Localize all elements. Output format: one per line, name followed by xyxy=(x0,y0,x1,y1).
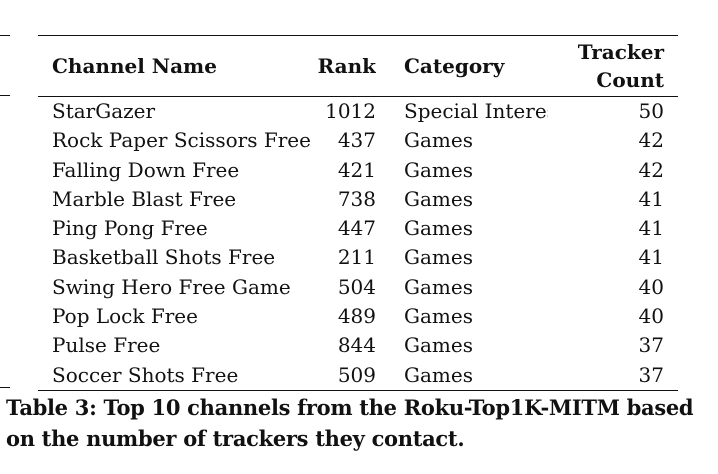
table-row: Soccer Shots Free 509 Games 37 xyxy=(38,361,678,391)
cell-channel-name: Falling Down Free xyxy=(52,157,240,182)
left-margin-rule-bottom xyxy=(0,387,10,388)
table-caption: Table 3: Top 10 channels from the Roku-T… xyxy=(6,395,694,451)
cell-channel-name: Ping Pong Free xyxy=(52,216,208,241)
cell-category: Games xyxy=(404,362,473,387)
table-row: Ping Pong Free 447 Games 41 xyxy=(38,214,678,243)
cell-category: Special Interest xyxy=(404,99,548,123)
cell-rank: 489 xyxy=(337,304,376,329)
cell-category: Games xyxy=(404,216,473,241)
cell-category: Games xyxy=(404,333,473,358)
table-row: Marble Blast Free 738 Games 41 xyxy=(38,185,678,214)
tracker-table-container: Channel Name Rank Category Tracker Count… xyxy=(38,35,678,391)
table-row: Falling Down Free 421 Games 42 xyxy=(38,156,678,185)
cell-rank: 844 xyxy=(337,333,376,358)
tracker-table: Channel Name Rank Category Tracker Count… xyxy=(38,35,678,391)
table-header-row: Channel Name Rank Category Tracker Count xyxy=(38,35,678,97)
cell-category: Games xyxy=(404,186,473,211)
table-row: Basketball Shots Free 211 Games 41 xyxy=(38,243,678,272)
cell-channel-name: Basketball Shots Free xyxy=(52,245,276,270)
cell-channel-name: Soccer Shots Free xyxy=(52,362,239,387)
cell-category: Games xyxy=(404,304,473,329)
cell-rank: 447 xyxy=(337,216,376,241)
table-row: Rock Paper Scissors Free 437 Games 42 xyxy=(38,126,678,155)
cell-category: Games xyxy=(404,128,473,153)
table-row: Pop Lock Free 489 Games 40 xyxy=(38,302,678,331)
left-margin-rule-top xyxy=(0,35,10,36)
cell-rank: 421 xyxy=(337,157,376,182)
cell-tracker-count: 41 xyxy=(638,216,664,241)
cell-channel-name: Marble Blast Free xyxy=(52,186,237,211)
cell-tracker-count: 41 xyxy=(638,186,664,211)
table-row: Pulse Free 844 Games 37 xyxy=(38,331,678,360)
cell-channel-name: StarGazer xyxy=(52,99,156,123)
cell-channel-name: Rock Paper Scissors Free xyxy=(52,128,311,153)
cell-tracker-count: 37 xyxy=(638,333,664,358)
cell-category: Games xyxy=(404,245,473,270)
cell-tracker-count: 40 xyxy=(638,274,664,299)
cell-channel-name: Pulse Free xyxy=(52,333,161,358)
cell-channel-name: Pop Lock Free xyxy=(52,304,198,329)
cell-tracker-count: 50 xyxy=(638,99,664,123)
header-tracker-count-line2: Count xyxy=(596,68,664,92)
table-row: StarGazer 1012 Special Interest 50 xyxy=(38,97,678,127)
cell-channel-name: Swing Hero Free Game xyxy=(52,274,291,299)
header-category: Category xyxy=(404,54,505,78)
cell-tracker-count: 42 xyxy=(638,157,664,182)
cell-rank: 437 xyxy=(337,128,376,153)
cell-rank: 504 xyxy=(337,274,376,299)
cell-tracker-count: 41 xyxy=(638,245,664,270)
table-row: Swing Hero Free Game 504 Games 40 xyxy=(38,273,678,302)
table-body: StarGazer 1012 Special Interest 50 Rock Pape… xyxy=(38,97,678,391)
cell-tracker-count: 37 xyxy=(638,362,664,387)
cell-rank: 1012 xyxy=(325,99,376,123)
left-margin-rule-mid xyxy=(0,95,10,96)
header-channel-name: Channel Name xyxy=(52,54,217,78)
cell-tracker-count: 40 xyxy=(638,304,664,329)
header-rank: Rank xyxy=(317,54,376,78)
cell-category: Games xyxy=(404,274,473,299)
cell-tracker-count: 42 xyxy=(638,128,664,153)
header-tracker-count: Tracker Count xyxy=(548,36,678,97)
header-tracker-count-line1: Tracker xyxy=(577,40,664,64)
cell-rank: 211 xyxy=(337,245,376,270)
cell-category: Games xyxy=(404,157,473,182)
cell-rank: 738 xyxy=(337,186,376,211)
cell-rank: 509 xyxy=(337,362,376,387)
